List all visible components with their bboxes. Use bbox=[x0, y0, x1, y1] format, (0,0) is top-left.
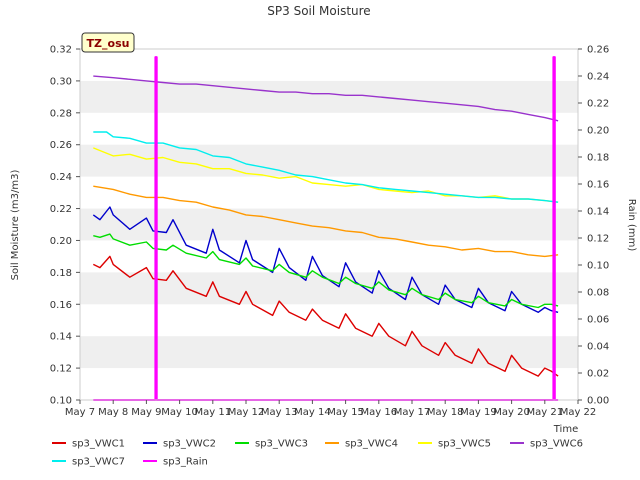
y-tick-label: 0.24 bbox=[50, 172, 72, 183]
legend-label-sp3-vwc1: sp3_VWC1 bbox=[72, 439, 125, 450]
grid-band bbox=[80, 208, 578, 241]
y2-tick-label: 0.00 bbox=[587, 396, 609, 407]
y-tick-label: 0.32 bbox=[50, 45, 72, 56]
series-layer bbox=[92, 56, 559, 401]
x-tick-label: May 7 bbox=[65, 407, 95, 418]
legend: sp3_VWC1 sp3_VWC2 sp3_VWC3 sp3_VWC4 sp3_VWC5… bbox=[52, 439, 583, 468]
grid-band bbox=[80, 80, 578, 113]
y2-tick-label: 0.24 bbox=[587, 72, 609, 83]
x-tick-label: May 12 bbox=[228, 407, 265, 418]
y-tick-label: 0.30 bbox=[50, 76, 72, 87]
y-tick-label: 0.22 bbox=[50, 204, 72, 215]
chart-title: SP3 Soil Moisture bbox=[267, 4, 370, 18]
series-line-sp3-vwc6 bbox=[93, 75, 559, 122]
x-tick-label: May 19 bbox=[460, 407, 497, 418]
y-tick-label: 0.10 bbox=[50, 396, 72, 407]
series-line-sp3-vwc4 bbox=[93, 185, 559, 258]
legend-label-sp3-vwc6: sp3_VWC6 bbox=[530, 439, 583, 450]
legend-label-sp3-vwc3: sp3_VWC3 bbox=[255, 439, 308, 450]
x-tick-label: May 20 bbox=[493, 407, 530, 418]
series-line-sp3-vwc3 bbox=[93, 233, 559, 309]
legend-label-sp3-vwc5: sp3_VWC5 bbox=[438, 439, 491, 450]
y2-tick-label: 0.18 bbox=[587, 153, 609, 164]
x-axis-title: Time bbox=[553, 424, 578, 435]
legend-label-sp3-vwc2: sp3_VWC2 bbox=[163, 439, 216, 450]
y2-tick-label: 0.12 bbox=[587, 234, 609, 245]
y-tick-label: 0.28 bbox=[50, 108, 72, 119]
x-tick-label: May 22 bbox=[560, 407, 597, 418]
legend-label-sp3-vwc4: sp3_VWC4 bbox=[345, 439, 398, 450]
y-tick-label: 0.18 bbox=[50, 268, 72, 279]
y2-tick-label: 0.14 bbox=[587, 207, 609, 218]
y-tick-label: 0.16 bbox=[50, 300, 72, 311]
y2-tick-label: 0.22 bbox=[587, 99, 609, 110]
x-tick-label: May 17 bbox=[394, 407, 431, 418]
plot-frame bbox=[79, 48, 579, 401]
y-tick-label: 0.20 bbox=[50, 236, 72, 247]
y2-tick-label: 0.04 bbox=[587, 342, 609, 353]
grid-band bbox=[80, 336, 578, 369]
y2-axis-title: Rain (mm) bbox=[626, 199, 637, 252]
grid-band bbox=[80, 272, 578, 305]
x-tick-label: May 15 bbox=[327, 407, 364, 418]
y2-tick-label: 0.16 bbox=[587, 180, 609, 191]
y-axis-left: 0.10 0.12 0.14 0.16 0.18 0.20 0.22 0.24 0.26 0.28… bbox=[50, 45, 80, 407]
x-tick-label: May 8 bbox=[98, 407, 128, 418]
y2-tick-label: 0.20 bbox=[587, 126, 609, 137]
legend-label-sp3-rain: sp3_Rain bbox=[163, 457, 208, 468]
x-tick-label: May 16 bbox=[361, 407, 398, 418]
series-line-sp3-vwc2 bbox=[92, 206, 559, 313]
x-tick-label: May 18 bbox=[427, 407, 464, 418]
series-line-sp3-vwc7 bbox=[93, 131, 559, 203]
series-line-sp3-vwc1 bbox=[92, 255, 559, 377]
site-badge: TZ_osu bbox=[81, 32, 135, 53]
y-tick-label: 0.26 bbox=[50, 140, 72, 151]
y2-tick-label: 0.06 bbox=[587, 315, 609, 326]
y2-tick-label: 0.02 bbox=[587, 369, 609, 380]
y-tick-label: 0.14 bbox=[50, 332, 72, 343]
x-tick-label: May 13 bbox=[261, 407, 298, 418]
y-tick-label: 0.12 bbox=[50, 364, 72, 375]
x-tick-label: May 11 bbox=[195, 407, 232, 418]
y-axis-title: Soil Moisture (m3/m3) bbox=[10, 170, 21, 281]
y-axis-right: 0.00 0.02 0.04 0.06 0.08 0.10 0.12 0.14 0.16 0.18… bbox=[578, 45, 609, 407]
site-badge-label: TZ_osu bbox=[87, 37, 130, 50]
site-badge-box bbox=[81, 32, 135, 53]
x-tick-label: May 10 bbox=[161, 407, 198, 418]
x-tick-label: May 14 bbox=[294, 407, 331, 418]
y2-tick-label: 0.10 bbox=[587, 261, 609, 272]
legend-label-sp3-vwc7: sp3_VWC7 bbox=[72, 457, 125, 468]
x-tick-label: May 9 bbox=[131, 407, 161, 418]
y2-tick-label: 0.26 bbox=[587, 45, 609, 56]
y2-tick-label: 0.08 bbox=[587, 288, 609, 299]
grid-bands bbox=[80, 80, 578, 369]
grid-band bbox=[80, 144, 578, 177]
x-tick-label: May 21 bbox=[527, 407, 564, 418]
